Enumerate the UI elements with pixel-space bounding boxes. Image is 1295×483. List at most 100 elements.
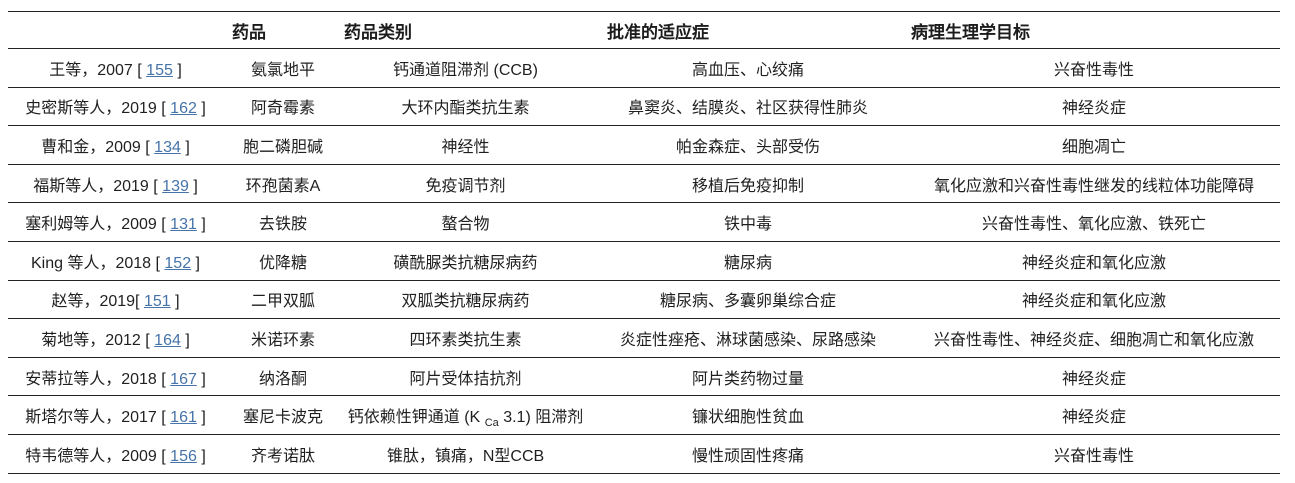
reference-link[interactable]: 131 [170, 216, 197, 234]
drug-class-cell: 阿片受体拮抗剂 [343, 357, 588, 396]
indications-cell: 慢性顽固性疼痛 [691, 447, 804, 465]
drug-class-text: 磺酰脲类抗糖尿病药 [393, 254, 538, 272]
citation-text: ] [191, 254, 200, 272]
indications-cell: 帕金森症、头部受伤 [675, 138, 820, 156]
citation-text: 史密斯等人，2019 [ [25, 100, 171, 118]
drug-cell: 塞尼卡波克 [242, 409, 323, 427]
drug-class-cell: 四环素类抗生素 [343, 319, 588, 358]
drug-class-cell: 双胍类抗糖尿病药 [343, 280, 588, 319]
citation-text: 塞利姆等人，2009 [ [25, 216, 171, 234]
indications-cell: 镰状细胞性贫血 [691, 409, 804, 427]
drug-cell: 环孢菌素A [245, 177, 321, 195]
table-row: 曹和金，2009 [ 134 ] 胞二磷胆碱 神经性 帕金森症、头部受伤 细胞凋… [8, 126, 1280, 165]
drug-cell: 优降糖 [258, 254, 307, 272]
reference-link[interactable]: 134 [154, 138, 181, 156]
citation-text: 菊地等，2012 [ [41, 331, 155, 349]
drug-cell: 阿奇霉素 [250, 100, 315, 118]
indications-cell: 高血压、心绞痛 [691, 61, 804, 79]
table-row: 王等，2007 [ 155 ] 氨氯地平 钙通道阻滞剂 (CCB) 高血压、心绞… [8, 49, 1280, 88]
drug-class-cell: 钙依赖性钾通道 (K Ca 3.1) 阻滞剂 [343, 396, 588, 435]
targets-cell: 兴奋性毒性、氧化应激、铁死亡 [981, 216, 1206, 234]
indications-cell: 移植后免疫抑制 [691, 177, 804, 195]
column-header-indications: 批准的适应症 [607, 22, 709, 42]
indications-cell: 阿片类药物过量 [691, 370, 804, 388]
targets-cell: 兴奋性毒性 [1053, 447, 1134, 465]
drug-class-text: 免疫调节剂 [425, 177, 506, 195]
citation-text: ] [196, 100, 206, 118]
citation-cell: 史密斯等人，2019 [ 162 ] [8, 87, 223, 126]
targets-cell: 神经炎症 [1061, 100, 1126, 118]
citation-text: 安蒂拉等人，2018 [ [25, 370, 171, 388]
citation-cell: 曹和金，2009 [ 134 ] [8, 126, 223, 165]
reference-link[interactable]: 139 [162, 177, 189, 195]
reference-link[interactable]: 162 [170, 100, 197, 118]
citation-text: ] [170, 293, 180, 311]
indications-cell: 鼻窦炎、结膜炎、社区获得性肺炎 [627, 100, 868, 118]
reference-link[interactable]: 167 [170, 370, 197, 388]
citation-text: ] [180, 331, 190, 349]
reference-link[interactable]: 161 [170, 409, 197, 427]
reference-link[interactable]: 156 [170, 447, 197, 465]
table-row: King 等人，2018 [ 152 ] 优降糖 磺酰脲类抗糖尿病药 糖尿病 神… [8, 241, 1280, 281]
drug-table: 药品 药品类别 批准的适应症 病理生理学目标 王等，2007 [ 155 ] 氨… [8, 11, 1280, 474]
indications-cell: 铁中毒 [723, 216, 772, 234]
drug-cell: 去铁胺 [258, 216, 307, 234]
indications-cell: 糖尿病 [723, 254, 772, 272]
citation-cell: 王等，2007 [ 155 ] [8, 49, 223, 88]
reference-link[interactable]: 164 [154, 331, 181, 349]
drug-cell: 二甲双胍 [250, 293, 315, 311]
citation-text: 特韦德等人，2009 [ [25, 447, 171, 465]
drug-class-cell: 免疫调节剂 [343, 164, 588, 203]
citation-text: ] [196, 409, 206, 427]
drug-class-text: 阿片受体拮抗剂 [409, 370, 522, 388]
citation-cell: 斯塔尔等人，2017 [ 161 ] [8, 396, 223, 435]
drug-class-text: 神经性 [441, 138, 490, 156]
citation-cell: King 等人，2018 [ 152 ] [8, 241, 223, 280]
citation-cell: 特韦德等人，2009 [ 156 ] [8, 434, 223, 473]
indications-cell: 炎症性痤疮、淋球菌感染、尿路感染 [619, 331, 876, 349]
citation-cell: 赵等，2019[ 151 ] [8, 280, 223, 319]
citation-text: ] [188, 177, 198, 195]
reference-link[interactable]: 151 [143, 293, 171, 311]
drug-class-subscript: Ca [484, 417, 499, 430]
targets-cell: 神经炎症和氧化应激 [1021, 293, 1166, 311]
drug-class-text: 螯合物 [441, 216, 490, 234]
citation-text: ] [196, 216, 206, 234]
citation-text: 王等，2007 [ [49, 61, 147, 79]
targets-cell: 兴奋性毒性 [1053, 61, 1134, 79]
citation-text: 曹和金，2009 [ [41, 138, 155, 156]
drug-class-cell: 磺酰脲类抗糖尿病药 [343, 241, 588, 280]
citation-cell: 塞利姆等人，2009 [ 131 ] [8, 203, 223, 242]
drug-cell: 胞二磷胆碱 [242, 138, 323, 156]
drug-class-text: 四环素类抗生素 [409, 331, 522, 349]
drug-class-cell: 钙通道阻滞剂 (CCB) [343, 49, 588, 88]
targets-cell: 神经炎症 [1061, 370, 1126, 388]
column-header-drug: 药品 [232, 22, 266, 42]
drug-class-cell: 大环内酯类抗生素 [343, 87, 588, 126]
reference-link[interactable]: 155 [146, 61, 173, 79]
drug-class-text: 3.1) 阻滞剂 [498, 409, 584, 427]
reference-link[interactable]: 152 [164, 254, 192, 272]
targets-cell: 氧化应激和兴奋性毒性继发的线粒体功能障碍 [933, 177, 1254, 195]
table-row: 史密斯等人，2019 [ 162 ] 阿奇霉素 大环内酯类抗生素 鼻窦炎、结膜炎… [8, 87, 1280, 126]
column-header-drug-class: 药品类别 [344, 22, 412, 42]
citation-cell: 菊地等，2012 [ 164 ] [8, 319, 223, 358]
targets-cell: 神经炎症和氧化应激 [1021, 254, 1166, 272]
citation-text: ] [172, 61, 182, 79]
citation-text: 福斯等人，2019 [ [33, 177, 163, 195]
table-row: 赵等，2019[ 151 ] 二甲双胍 双胍类抗糖尿病药 糖尿病、多囊卵巢综合症… [8, 280, 1280, 319]
table-row: 菊地等，2012 [ 164 ] 米诺环素 四环素类抗生素 炎症性痤疮、淋球菌感… [8, 319, 1280, 358]
table-row: 斯塔尔等人，2017 [ 161 ] 塞尼卡波克 钙依赖性钾通道 (K Ca 3… [8, 396, 1280, 435]
drug-class-text: 双胍类抗糖尿病药 [401, 293, 530, 311]
citation-cell: 福斯等人，2019 [ 139 ] [8, 164, 223, 203]
indications-cell: 糖尿病、多囊卵巢综合症 [659, 293, 836, 311]
table-row: 塞利姆等人，2009 [ 131 ] 去铁胺 螯合物 铁中毒 兴奋性毒性、氧化应… [8, 203, 1280, 242]
drug-class-text: 大环内酯类抗生素 [401, 100, 530, 118]
citation-text: ] [196, 370, 206, 388]
drug-class-text: 锥肽，镇痛，N型CCB [386, 447, 545, 465]
targets-cell: 细胞凋亡 [1061, 138, 1126, 156]
citation-text: King 等人，2018 [ [31, 254, 165, 272]
drug-cell: 纳洛酮 [258, 370, 307, 388]
drug-cell: 氨氯地平 [250, 61, 315, 79]
table-row: 特韦德等人，2009 [ 156 ] 齐考诺肽 锥肽，镇痛，N型CCB 慢性顽固… [8, 434, 1280, 474]
